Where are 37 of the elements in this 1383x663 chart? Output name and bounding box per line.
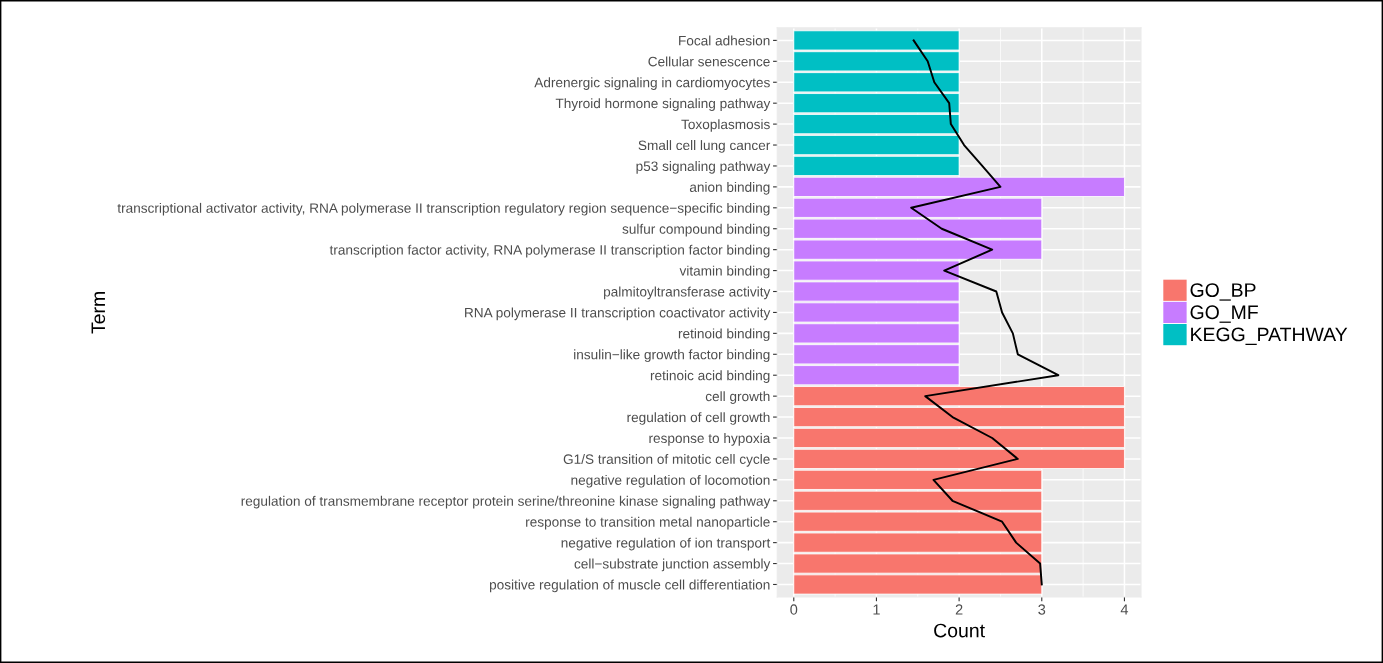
- x-tick-label: 1: [873, 604, 880, 615]
- y-tick-label: negative regulation of ion transport: [561, 537, 771, 551]
- y-tick-label: palmitoyltransferase activity: [604, 286, 771, 300]
- legend-label: KEGG_PATHWAY: [1191, 327, 1348, 345]
- y-tick-label: retinoid binding: [678, 328, 770, 342]
- y-tick-label: p53 signaling pathway: [636, 161, 771, 174]
- y-tick-label: RNA polymerase II transcription coactivator activity: [465, 307, 771, 321]
- y-tick-label: negative regulation of locomotion: [571, 474, 770, 488]
- y-tick-label: positive regulation of muscle cell differentiation: [489, 579, 770, 593]
- y-tick-label: cell growth: [705, 391, 770, 404]
- x-tick-label: 0: [790, 604, 798, 615]
- y-tick-label: cell−substrate junction assembly: [574, 558, 771, 572]
- y-tick-label: Toxoplasmosis: [681, 119, 770, 132]
- y-tick-label: insulin−like growth factor binding: [574, 349, 770, 363]
- x-tick-label: 3: [1038, 604, 1046, 615]
- y-axis-title: Term: [91, 292, 106, 334]
- y-tick-label: response to hypoxia: [649, 433, 771, 446]
- y-tick-label: regulation of transmembrane receptor protein serine/threonine kinase signaling pathway: [241, 495, 771, 509]
- x-axis-title: Count: [934, 623, 985, 638]
- y-tick-label: Thyroid hormone signaling pathway: [555, 98, 771, 111]
- y-tick-label: Small cell lung cancer: [638, 140, 771, 153]
- y-tick-label: anion binding: [689, 181, 770, 195]
- x-tick-label: 4: [1120, 604, 1129, 615]
- legend-label: GO_MF: [1190, 305, 1258, 323]
- y-tick-label: retinoic acid binding: [650, 370, 770, 383]
- y-tick-label: transcriptional activator activity, RNA polymerase II transcription regulatory region sequence−specific binding: [117, 202, 770, 216]
- y-tick-label: vitamin binding: [679, 265, 770, 279]
- y-tick-label: transcription factor activity, RNA polymerase II transcription factor binding: [329, 244, 770, 258]
- x-tick-label: 2: [955, 604, 963, 615]
- y-tick-label: Cellular senescence: [648, 56, 770, 67]
- legend-label: GO_BP: [1190, 283, 1256, 301]
- y-tick-label: regulation of cell growth: [627, 412, 770, 425]
- y-tick-label: Focal adhesion: [679, 35, 770, 46]
- y-tick-label: G1/S transition of mitotic cell cycle: [563, 453, 770, 467]
- y-tick-label: Adrenergic signaling in cardiomyocytes: [534, 77, 770, 91]
- y-tick-label: response to transition metal nanoparticle: [526, 516, 770, 530]
- y-tick-label: sulfur compound binding: [622, 223, 770, 237]
